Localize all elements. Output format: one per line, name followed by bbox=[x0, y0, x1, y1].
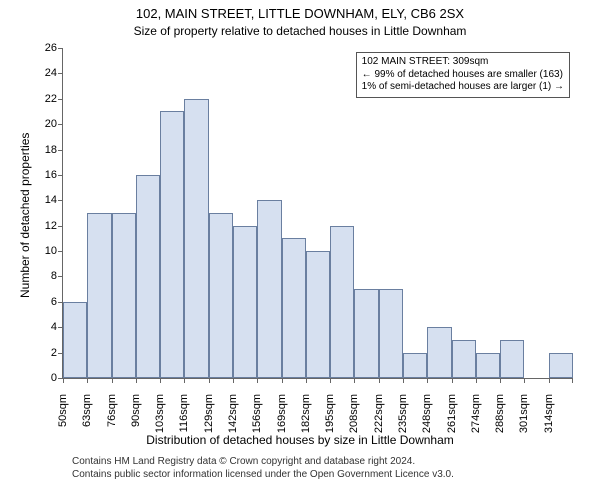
x-tick-mark bbox=[136, 378, 137, 383]
annotation-line: 102 MAIN STREET: 309sqm bbox=[362, 56, 564, 69]
x-tick-mark bbox=[500, 378, 501, 383]
x-tick-mark bbox=[549, 378, 550, 383]
x-tick-mark bbox=[160, 378, 161, 383]
histogram-bar bbox=[403, 353, 427, 378]
x-tick-mark bbox=[87, 378, 88, 383]
histogram-bar bbox=[306, 251, 330, 378]
histogram-bar bbox=[476, 353, 500, 378]
x-tick-mark bbox=[403, 378, 404, 383]
annotation-box: 102 MAIN STREET: 309sqm ← 99% of detache… bbox=[356, 52, 570, 98]
y-axis-label: Number of detached properties bbox=[18, 133, 32, 298]
x-tick-mark bbox=[209, 378, 210, 383]
x-tick-mark bbox=[572, 378, 573, 383]
plot-area: 0246810121416182022242650sqm63sqm76sqm90… bbox=[62, 48, 573, 379]
x-axis-label: Distribution of detached houses by size … bbox=[0, 433, 600, 447]
x-tick-mark bbox=[476, 378, 477, 383]
x-tick-mark bbox=[379, 378, 380, 383]
footer-credits: Contains HM Land Registry data © Crown c… bbox=[72, 456, 454, 481]
x-tick-mark bbox=[112, 378, 113, 383]
x-tick-mark bbox=[282, 378, 283, 383]
histogram-bar bbox=[136, 175, 160, 378]
histogram-bar bbox=[379, 289, 403, 378]
histogram-bar bbox=[160, 111, 184, 378]
y-tick-mark bbox=[58, 251, 63, 252]
chart-title: 102, MAIN STREET, LITTLE DOWNHAM, ELY, C… bbox=[0, 6, 600, 21]
histogram-bar bbox=[354, 289, 378, 378]
histogram-bar bbox=[452, 340, 476, 378]
histogram-bar bbox=[209, 213, 233, 378]
histogram-bar bbox=[112, 213, 136, 378]
y-tick-mark bbox=[58, 99, 63, 100]
x-tick-mark bbox=[354, 378, 355, 383]
histogram-bar bbox=[63, 302, 87, 378]
x-tick-mark bbox=[524, 378, 525, 383]
y-tick-mark bbox=[58, 124, 63, 125]
x-tick-mark bbox=[184, 378, 185, 383]
x-tick-mark bbox=[63, 378, 64, 383]
x-tick-mark bbox=[452, 378, 453, 383]
y-tick-mark bbox=[58, 276, 63, 277]
x-tick-mark bbox=[427, 378, 428, 383]
histogram-bar bbox=[257, 200, 281, 378]
y-tick-mark bbox=[58, 150, 63, 151]
x-tick-mark bbox=[257, 378, 258, 383]
footer-line: Contains HM Land Registry data © Crown c… bbox=[72, 456, 454, 469]
histogram-bar bbox=[549, 353, 573, 378]
histogram-bar bbox=[500, 340, 524, 378]
histogram-bar bbox=[233, 226, 257, 378]
chart-container: 102, MAIN STREET, LITTLE DOWNHAM, ELY, C… bbox=[0, 0, 600, 500]
x-tick-mark bbox=[233, 378, 234, 383]
y-tick-mark bbox=[58, 200, 63, 201]
histogram-bar bbox=[330, 226, 354, 378]
histogram-bar bbox=[427, 327, 451, 378]
x-tick-mark bbox=[330, 378, 331, 383]
y-tick-mark bbox=[58, 175, 63, 176]
histogram-bar bbox=[87, 213, 111, 378]
annotation-line: ← 99% of detached houses are smaller (16… bbox=[362, 69, 564, 82]
histogram-bar bbox=[184, 99, 208, 378]
chart-subtitle: Size of property relative to detached ho… bbox=[0, 24, 600, 38]
annotation-line: 1% of semi-detached houses are larger (1… bbox=[362, 81, 564, 94]
x-tick-mark bbox=[306, 378, 307, 383]
footer-line: Contains public sector information licen… bbox=[72, 469, 454, 482]
histogram-bar bbox=[282, 238, 306, 378]
y-tick-mark bbox=[58, 48, 63, 49]
y-tick-mark bbox=[58, 73, 63, 74]
y-tick-mark bbox=[58, 226, 63, 227]
